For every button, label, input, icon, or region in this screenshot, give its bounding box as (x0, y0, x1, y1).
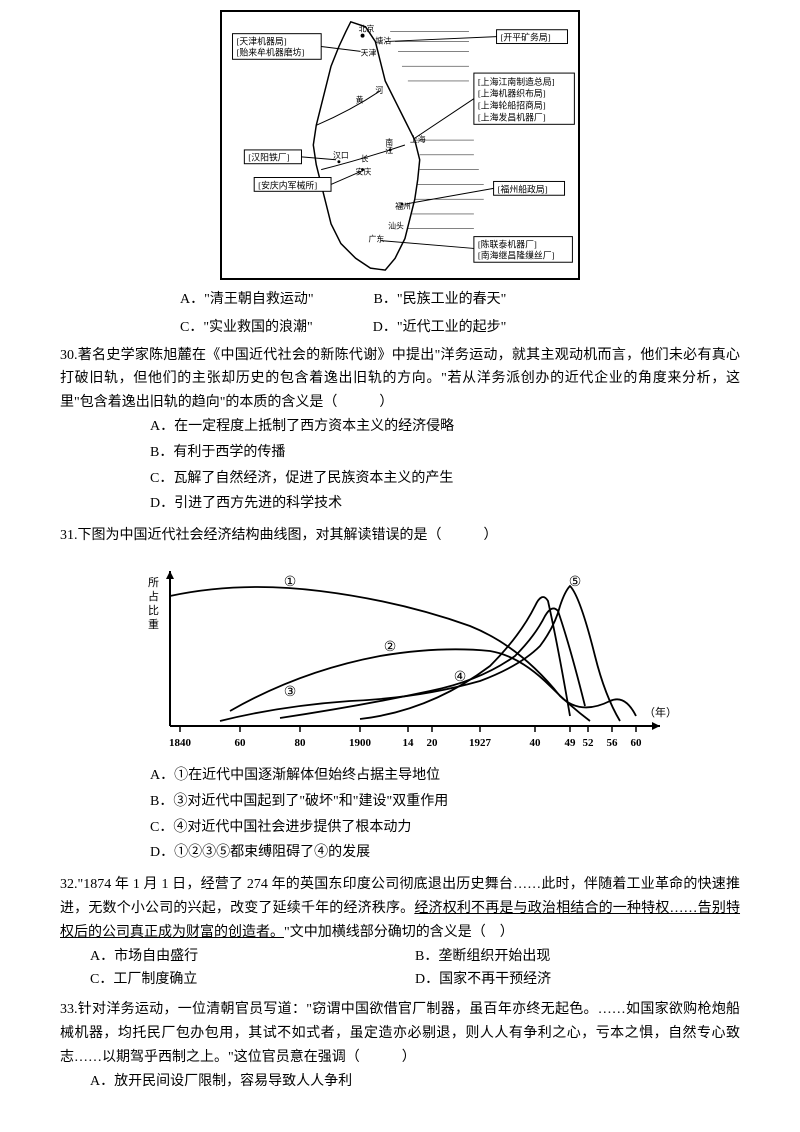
q30-option-c: C．瓦解了自然经济，促进了民族资本主义的产生 (150, 467, 740, 491)
q31-text: 31.下图为中国近代社会经济结构曲线图，对其解读错误的是（ ） (60, 524, 740, 548)
svg-text:占: 占 (148, 589, 159, 603)
svg-text:重: 重 (148, 617, 159, 631)
svg-text:20: 20 (427, 737, 439, 749)
svg-text:河: 河 (375, 86, 383, 95)
q29-options-row1: A．"清王朝自救运动" B．"民族工业的春天" (60, 288, 740, 312)
chart-figure: 所 占 比 重 （年） 1840 60 80 1900 14 20 1927 40 49 52 56… (60, 556, 740, 756)
svg-text:14: 14 (403, 737, 415, 749)
q32-options: A．市场自由盛行 B．垄断组织开始出现 C．工厂制度确立 D．国家不再干预经济 (60, 945, 740, 993)
svg-text:80: 80 (295, 737, 307, 749)
svg-text:1840: 1840 (169, 737, 192, 749)
svg-text:黄: 黄 (356, 95, 364, 105)
svg-text:1900: 1900 (349, 737, 372, 749)
svg-text:52: 52 (583, 737, 595, 749)
svg-text:[贻来牟机器磨坊]: [贻来牟机器磨坊] (236, 46, 304, 57)
q32-text: 32."1874 年 1 月 1 日，经营了 274 年的英国东印度公司彻底退出… (60, 873, 740, 944)
svg-text:[汉阳铁厂]: [汉阳铁厂] (248, 152, 289, 163)
svg-text:[上海轮船招商局]: [上海轮船招商局] (478, 100, 546, 111)
q30-option-a: A．在一定程度上抵制了西方资本主义的经济侵略 (150, 415, 740, 439)
q32-body2: "文中加横线部分确切的含义是（ ） (284, 925, 514, 940)
svg-text:56: 56 (607, 737, 619, 749)
svg-text:安庆: 安庆 (356, 167, 372, 177)
question-30: 30.著名史学家陈旭麓在《中国近代社会的新陈代谢》中提出"洋务运动，就其主观动机… (60, 344, 740, 519)
question-31: 31.下图为中国近代社会经济结构曲线图，对其解读错误的是（ ） 所 占 比 重 … (60, 524, 740, 867)
svg-text:[福州船政局]: [福州船政局] (498, 183, 548, 194)
svg-text:⑤: ⑤ (569, 575, 582, 590)
svg-text:所: 所 (148, 576, 159, 589)
svg-text:[上海发昌机器厂]: [上海发昌机器厂] (478, 111, 546, 122)
q31-option-c: C．④对近代中国社会进步提供了根本动力 (150, 816, 740, 840)
q33-option-a: A．放开民间设厂限制，容易导致人人争利 (90, 1070, 740, 1094)
svg-text:[安庆内军械所]: [安庆内军械所] (258, 179, 317, 190)
map-svg: 黄 河 长 江 北京 塘沽 天津 汉口 安庆 南 上海 福州 广东 汕头 [天津… (220, 10, 580, 280)
svg-text:汉口: 汉口 (333, 151, 349, 160)
q31-option-b: B．③对近代中国起到了"破坏"和"建设"双重作用 (150, 790, 740, 814)
svg-text:40: 40 (530, 737, 542, 749)
q32-option-b: B．垄断组织开始出现 (415, 945, 740, 969)
q30-text: 30.著名史学家陈旭麓在《中国近代社会的新陈代谢》中提出"洋务运动，就其主观动机… (60, 344, 740, 415)
svg-text:60: 60 (235, 737, 247, 749)
q33-body: 针对洋务运动，一位清朝官员写道："窃谓中国欲借官厂制器，虽百年亦终无起色。……如… (60, 1002, 740, 1065)
svg-text:[天津机器局]: [天津机器局] (236, 36, 286, 47)
svg-text:汕头: 汕头 (388, 221, 404, 231)
map-figure: 黄 河 长 江 北京 塘沽 天津 汉口 安庆 南 上海 福州 广东 汕头 [天津… (60, 10, 740, 280)
svg-text:[南海继昌隆缫丝厂]: [南海继昌隆缫丝厂] (478, 249, 555, 260)
q33-text: 33.针对洋务运动，一位清朝官员写道："窃谓中国欲借官厂制器，虽百年亦终无起色。… (60, 998, 740, 1069)
q30-options: A．在一定程度上抵制了西方资本主义的经济侵略 B．有利于西学的传播 C．瓦解了自… (60, 415, 740, 518)
q30-option-b: B．有利于西学的传播 (150, 441, 740, 465)
chart-svg: 所 占 比 重 （年） 1840 60 80 1900 14 20 1927 40 49 52 56… (120, 556, 680, 756)
q29-option-c: C．"实业救国的浪潮" (180, 316, 313, 340)
svg-text:南: 南 (385, 137, 393, 147)
svg-text:[陈联泰机器厂]: [陈联泰机器厂] (478, 238, 537, 249)
q30-body: 著名史学家陈旭麓在《中国近代社会的新陈代谢》中提出"洋务运动，就其主观动机而言，… (60, 348, 740, 411)
q30-number: 30. (60, 348, 78, 363)
question-33: 33.针对洋务运动，一位清朝官员写道："窃谓中国欲借官厂制器，虽百年亦终无起色。… (60, 998, 740, 1093)
q31-number: 31. (60, 528, 78, 543)
q32-option-d: D．国家不再干预经济 (415, 968, 740, 992)
svg-text:天津: 天津 (361, 47, 377, 57)
svg-text:1927: 1927 (469, 737, 492, 749)
q33-number: 33. (60, 1002, 78, 1017)
svg-text:①: ① (284, 575, 297, 590)
q29-options-row2: C．"实业救国的浪潮" D．"近代工业的起步" (60, 316, 740, 340)
question-32: 32."1874 年 1 月 1 日，经营了 274 年的英国东印度公司彻底退出… (60, 873, 740, 992)
q31-body: 下图为中国近代社会经济结构曲线图，对其解读错误的是（ ） (78, 528, 498, 543)
svg-text:北京: 北京 (359, 24, 375, 34)
svg-text:塘沽: 塘沽 (375, 36, 391, 46)
q29-option-d: D．"近代工业的起步" (373, 316, 507, 340)
q31-option-d: D．①②③⑤都束缚阻碍了④的发展 (150, 841, 740, 865)
q29-option-b: B．"民族工业的春天" (374, 288, 507, 312)
q31-options: A．①在近代中国逐渐解体但始终占据主导地位 B．③对近代中国起到了"破坏"和"建… (60, 764, 740, 867)
svg-text:②: ② (384, 640, 397, 655)
svg-text:[开平矿务局]: [开平矿务局] (500, 32, 550, 43)
q32-number: 32. (60, 877, 78, 892)
svg-text:④: ④ (454, 670, 467, 685)
svg-text:长: 长 (361, 154, 369, 164)
q33-options: A．放开民间设厂限制，容易导致人人争利 (60, 1070, 740, 1094)
q32-option-a: A．市场自由盛行 (90, 945, 415, 969)
svg-text:49: 49 (565, 737, 577, 749)
svg-text:（年）: （年） (644, 705, 677, 719)
svg-text:广东: 广东 (368, 234, 384, 244)
q31-option-a: A．①在近代中国逐渐解体但始终占据主导地位 (150, 764, 740, 788)
svg-text:60: 60 (631, 737, 643, 749)
svg-text:比: 比 (148, 604, 159, 617)
svg-text:[上海江南制造总局]: [上海江南制造总局] (478, 76, 555, 87)
q30-option-d: D．引进了西方先进的科学技术 (150, 492, 740, 516)
q29-option-a: A．"清王朝自救运动" (180, 288, 314, 312)
q32-option-c: C．工厂制度确立 (90, 968, 415, 992)
svg-text:[上海机器织布局]: [上海机器织布局] (478, 88, 546, 99)
svg-text:③: ③ (284, 685, 297, 700)
